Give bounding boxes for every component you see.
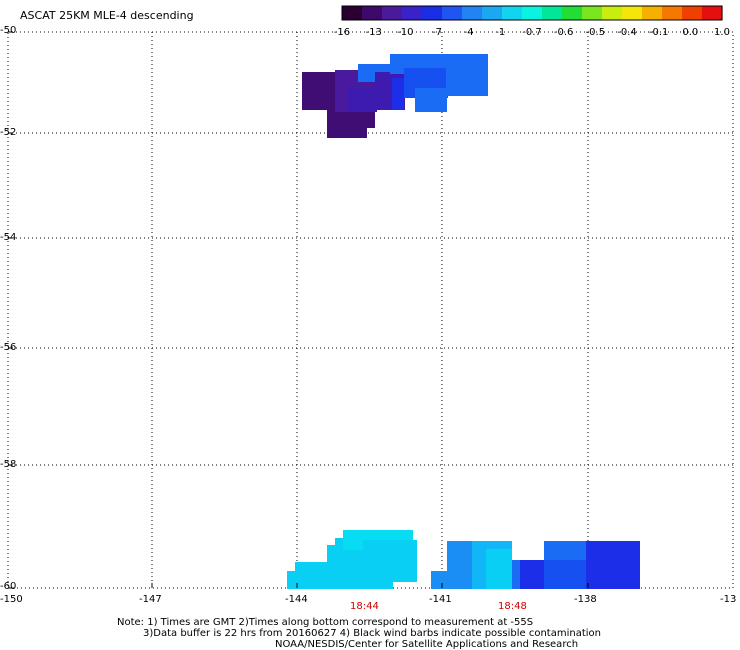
chart-title: ASCAT 25KM MLE-4 descending [20, 9, 194, 22]
colorbar-frame [341, 5, 723, 21]
swath-cell [447, 541, 475, 589]
swath-cell [446, 54, 488, 96]
swath-cell [431, 571, 449, 589]
swath-cell [302, 72, 335, 110]
colorbar-swatch [362, 6, 383, 20]
swath-cell [327, 126, 367, 138]
lon-label-144: -144 [285, 594, 308, 605]
colorbar-swatch [622, 6, 643, 20]
lon-label-141: -141 [429, 594, 452, 605]
colorbar: -16 -13 -10 -7 -4 -1 -0.7 -0.6 -0.5 -0.4 -0.1 0.0 1.… [334, 5, 730, 38]
swath-cell [486, 549, 512, 589]
lat-label-56: -56 [0, 342, 17, 353]
colorbar-swatch [702, 6, 723, 20]
colorbar-swatch [562, 6, 583, 20]
swath-cell [520, 560, 546, 589]
swath-cell [415, 88, 447, 112]
colorbar-swatch [582, 6, 603, 20]
colorbar-label: -13 [365, 27, 381, 38]
lon-label-150: -150 [0, 594, 23, 605]
colorbar-label: 0.0 [682, 27, 698, 38]
swath-cell [512, 560, 522, 589]
time-label-1848: 18:48 [498, 601, 527, 612]
colorbar-swatch [342, 6, 363, 20]
lon-label-138: -138 [574, 594, 597, 605]
lat-label-58: -58 [0, 459, 17, 470]
swath-cell [295, 562, 335, 574]
lat-label-52: -52 [0, 127, 17, 138]
colorbar-swatch [402, 6, 423, 20]
colorbar-label: 1.0 [714, 27, 730, 38]
map-plot [7, 31, 734, 589]
swath-cell [347, 88, 377, 112]
colorbar-swatch [662, 6, 683, 20]
colorbar-swatch [442, 6, 463, 20]
lon-label-147: -147 [139, 594, 162, 605]
swath-cell [544, 560, 586, 589]
colorbar-label: -0.5 [586, 27, 606, 38]
colorbar-swatch [522, 6, 543, 20]
colorbar-label: -0.1 [649, 27, 669, 38]
note-line-2: 3)Data buffer is 22 hrs from 20160627 4)… [143, 628, 601, 639]
colorbar-label: -0.6 [554, 27, 574, 38]
lon-label-13: -13 [720, 594, 737, 605]
swath-cell [327, 110, 375, 128]
colorbar-label: -10 [397, 27, 413, 38]
lat-label-54: -54 [0, 232, 17, 243]
map-frame [7, 31, 734, 589]
swath-cell [544, 541, 586, 561]
swath-cell [586, 541, 640, 589]
colorbar-swatch [542, 6, 563, 20]
colorbar-swatch [642, 6, 663, 20]
colorbar-label: -0.4 [617, 27, 637, 38]
colorbar-swatch [482, 6, 503, 20]
colorbar-swatch [602, 6, 623, 20]
lat-label-50: -50 [0, 25, 17, 36]
time-label-1844: 18:44 [350, 601, 379, 612]
colorbar-swatch [502, 6, 523, 20]
colorbar-swatch [422, 6, 443, 20]
colorbar-swatch [382, 6, 403, 20]
colorbar-swatch [462, 6, 483, 20]
swath-cell [392, 78, 404, 110]
lat-label-60: -60 [0, 581, 17, 592]
swath-cell [363, 540, 417, 582]
note-line-1: Note: 1) Times are GMT 2)Times along bot… [117, 617, 534, 628]
colorbar-swatch [682, 6, 703, 20]
colorbar-label: -16 [334, 27, 350, 38]
note-line-3: NOAA/NESDIS/Center for Satellite Applica… [275, 639, 579, 650]
